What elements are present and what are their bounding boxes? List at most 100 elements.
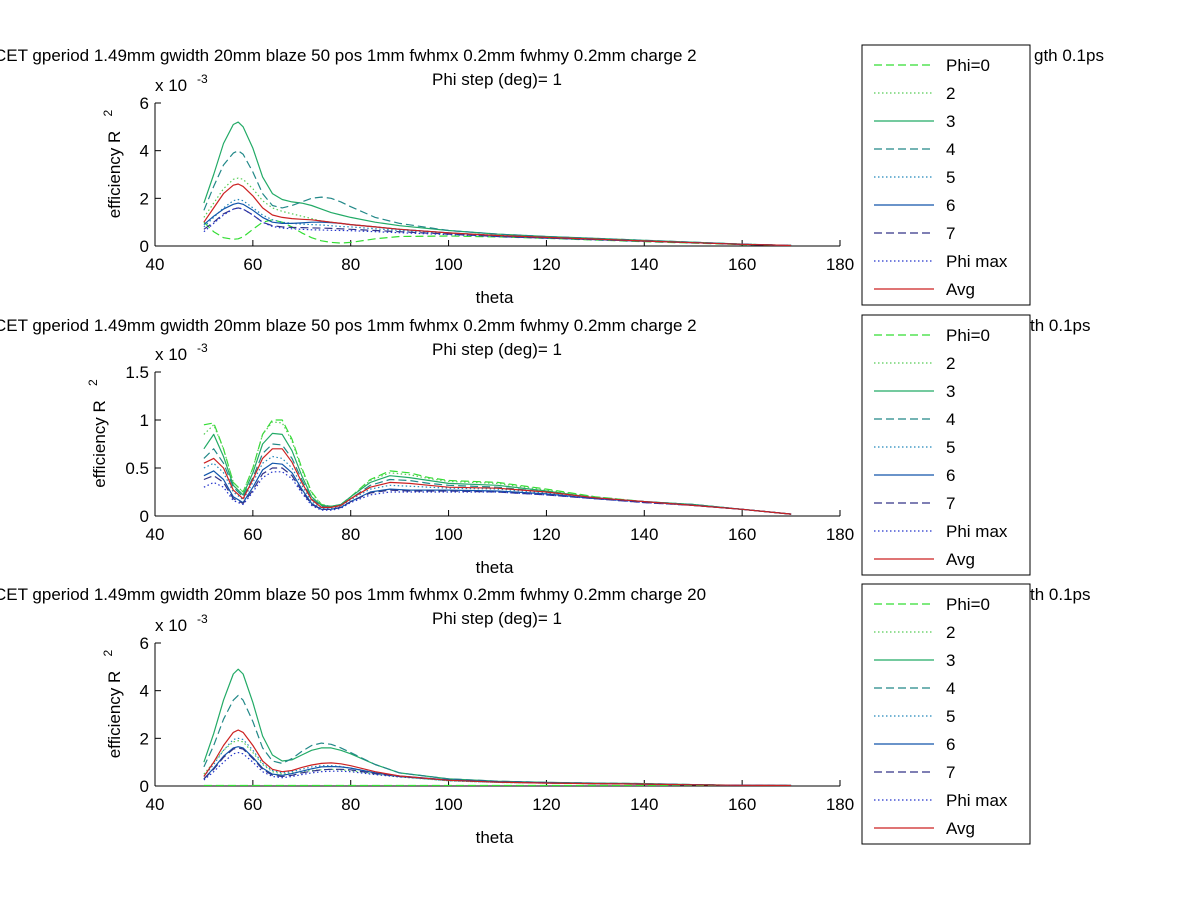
series-line-6 xyxy=(203,202,792,246)
chart-subtitle: Phi step (deg)= 1 xyxy=(432,70,562,89)
x-tick-label: 80 xyxy=(341,795,360,814)
legend-entry: 2 xyxy=(946,354,955,373)
x-tick-label: 180 xyxy=(826,255,854,274)
y-tick-label: 2 xyxy=(140,189,149,208)
x-tick-label: 80 xyxy=(341,525,360,544)
y-axis-label-superscript: 2 xyxy=(101,650,115,657)
chart-title-tail: gth 0.1ps xyxy=(1034,46,1104,65)
x-tick-label: 180 xyxy=(826,795,854,814)
legend-entry: Phi max xyxy=(946,791,1008,810)
series-line-9 xyxy=(203,183,792,246)
legend-entry: Avg xyxy=(946,819,975,838)
y-tick-label: 2 xyxy=(140,729,149,748)
legend-entry: 5 xyxy=(946,438,955,457)
legend-entry: Phi=0 xyxy=(946,56,990,75)
y-tick-label: 1 xyxy=(140,411,149,430)
chart-title: CET gperiod 1.49mm gwidth 20mm blaze 50 … xyxy=(0,46,697,65)
y-tick-label: 0 xyxy=(140,507,149,526)
legend-entry: 2 xyxy=(946,84,955,103)
series-line-5 xyxy=(203,198,792,246)
x-axis-label: theta xyxy=(476,558,514,577)
series-line-8 xyxy=(203,751,792,786)
series-line-8 xyxy=(203,207,792,246)
x-tick-label: 140 xyxy=(630,795,658,814)
x-tick-label: 160 xyxy=(728,525,756,544)
legend-entry: Avg xyxy=(946,280,975,299)
series-line-4 xyxy=(203,443,792,515)
legend-entry: Phi max xyxy=(946,252,1008,271)
chart-title-tail: th 0.1ps xyxy=(1030,316,1091,335)
x-tick-label: 60 xyxy=(243,795,262,814)
legend-box xyxy=(861,44,1031,306)
legend-entry: 7 xyxy=(946,494,955,513)
y-tick-label: 0 xyxy=(140,777,149,796)
x-tick-label: 40 xyxy=(146,795,165,814)
x-tick-label: 100 xyxy=(434,795,462,814)
series-line-9 xyxy=(203,448,792,515)
y-axis-label-group: efficiency R 2 xyxy=(101,650,124,759)
legend-entry: 3 xyxy=(946,651,955,670)
chart-subtitle: Phi step (deg)= 1 xyxy=(432,609,562,628)
x-tick-label: 60 xyxy=(243,525,262,544)
series-line-2 xyxy=(203,740,792,786)
series-line-8 xyxy=(203,471,792,515)
x-tick-label: 80 xyxy=(341,255,360,274)
y-tick-label: 6 xyxy=(140,94,149,113)
x-tick-label: 140 xyxy=(630,525,658,544)
chart-title: CET gperiod 1.49mm gwidth 20mm blaze 50 … xyxy=(0,316,697,335)
series-line-3 xyxy=(203,668,792,786)
legend-entry: 4 xyxy=(946,679,955,698)
series-line-7 xyxy=(203,747,792,786)
y-axis-label: efficiency R xyxy=(105,131,124,219)
legend-box xyxy=(861,583,1031,845)
legend-entry: 5 xyxy=(946,707,955,726)
legend-entry: 6 xyxy=(946,196,955,215)
y-tick-label: 4 xyxy=(140,682,149,701)
y-axis-label-group: efficiency R 2 xyxy=(101,110,124,219)
x-tick-label: 140 xyxy=(630,255,658,274)
x-tick-label: 120 xyxy=(532,795,560,814)
legend-entry: Phi=0 xyxy=(946,326,990,345)
y-axis-label-group: efficiency R 2 xyxy=(86,379,109,488)
y-tick-label: 0.5 xyxy=(125,459,149,478)
y-tick-label: 6 xyxy=(140,634,149,653)
legend-entry: 2 xyxy=(946,623,955,642)
legend-entry: 7 xyxy=(946,763,955,782)
chart-subtitle: Phi step (deg)= 1 xyxy=(432,340,562,359)
x-tick-label: 160 xyxy=(728,255,756,274)
legend-box xyxy=(861,314,1031,576)
x-tick-label: 40 xyxy=(146,255,165,274)
legend: Phi=0 2 3 4 5 6 7 Phi max Avg xyxy=(861,314,1031,576)
x-tick-label: 160 xyxy=(728,795,756,814)
x-tick-label: 100 xyxy=(434,525,462,544)
legend: Phi=0 2 3 4 5 6 7 Phi max Avg xyxy=(861,44,1031,306)
y-axis-label-superscript: 2 xyxy=(86,379,100,386)
legend-entry: 6 xyxy=(946,466,955,485)
subplot-1: 40 60 80 100 120 140 160 180 0 2 4 6 x 10 -3 theta effi… xyxy=(0,44,1104,307)
series-line-4 xyxy=(203,150,792,246)
legend-entry: Phi=0 xyxy=(946,595,990,614)
legend-entry: 3 xyxy=(946,382,955,401)
axis-multiplier-exponent: -3 xyxy=(197,612,208,626)
legend-entry: 4 xyxy=(946,410,955,429)
legend-entry: 6 xyxy=(946,735,955,754)
axis-multiplier: x 10 xyxy=(155,345,187,364)
subplot-2: 40 60 80 100 120 140 160 180 0 0.5 1 1.5 x 10 -3 theta… xyxy=(0,314,1091,577)
y-tick-label: 1.5 xyxy=(125,363,149,382)
x-tick-label: 40 xyxy=(146,525,165,544)
x-axis-label: theta xyxy=(476,828,514,847)
chart-title-tail: th 0.1ps xyxy=(1030,585,1091,604)
subplot-3: 40 60 80 100 120 140 160 180 0 2 4 6 x 10 -3 theta effi… xyxy=(0,583,1091,847)
x-axis-label: theta xyxy=(476,288,514,307)
legend-entry: 4 xyxy=(946,140,955,159)
legend-entry: 5 xyxy=(946,168,955,187)
series-line-1 xyxy=(203,419,792,515)
series-line-9 xyxy=(203,729,792,786)
y-tick-label: 4 xyxy=(140,142,149,161)
series-line-5 xyxy=(203,455,792,515)
axis-multiplier-exponent: -3 xyxy=(197,341,208,355)
x-tick-label: 180 xyxy=(826,525,854,544)
x-tick-label: 60 xyxy=(243,255,262,274)
x-tick-label: 120 xyxy=(532,525,560,544)
